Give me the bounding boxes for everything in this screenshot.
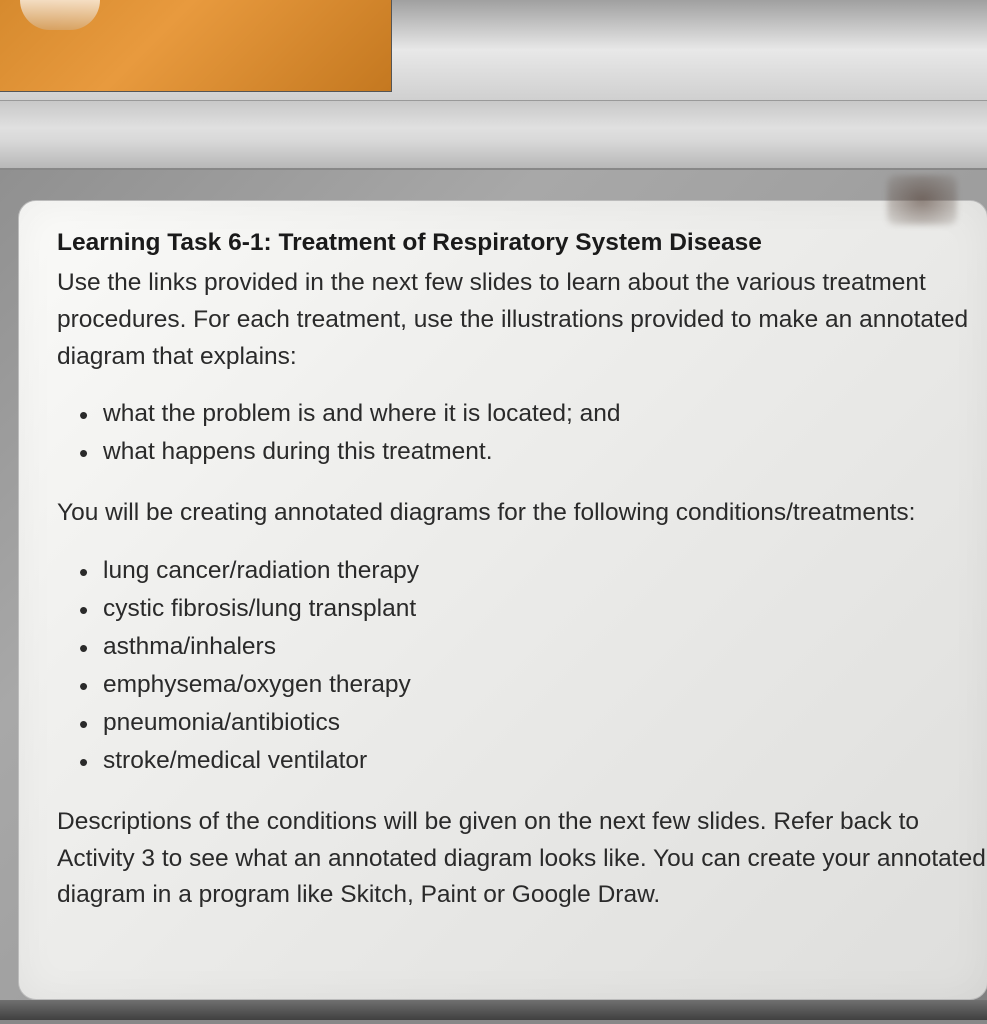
list-item: what the problem is and where it is loca… <box>103 395 987 433</box>
explain-list: what the problem is and where it is loca… <box>57 395 987 471</box>
top-banner <box>0 0 987 100</box>
content-area: Learning Task 6-1: Treatment of Respirat… <box>0 170 987 1000</box>
list-item: stroke/medical ventilator <box>103 742 987 780</box>
learning-task-card: Learning Task 6-1: Treatment of Respirat… <box>18 200 987 1000</box>
list-item: asthma/inhalers <box>103 628 987 666</box>
bottom-edge <box>0 1000 987 1020</box>
photo-placeholder <box>0 0 392 92</box>
list-item: what happens during this treatment. <box>103 433 987 471</box>
intro-paragraph: Use the links provided in the next few s… <box>57 265 987 375</box>
background-spot <box>887 175 957 225</box>
list-item: emphysema/oxygen therapy <box>103 666 987 704</box>
mid-paragraph: You will be creating annotated diagrams … <box>57 495 987 532</box>
conditions-list: lung cancer/radiation therapy cystic fib… <box>57 552 987 780</box>
closing-paragraph: Descriptions of the conditions will be g… <box>57 804 987 914</box>
list-item: lung cancer/radiation therapy <box>103 552 987 590</box>
list-item: cystic fibrosis/lung transplant <box>103 590 987 628</box>
card-title: Learning Task 6-1: Treatment of Respirat… <box>57 229 987 257</box>
list-item: pneumonia/antibiotics <box>103 704 987 742</box>
divider <box>0 100 987 170</box>
